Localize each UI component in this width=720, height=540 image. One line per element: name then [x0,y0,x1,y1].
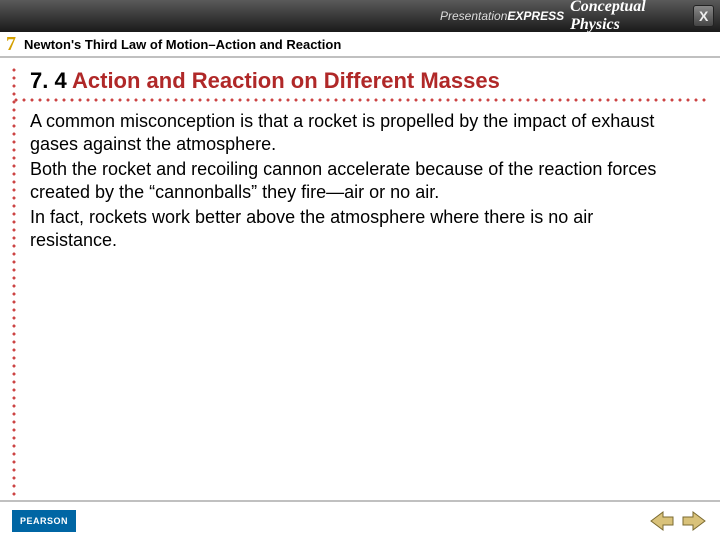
next-button[interactable] [680,509,708,533]
close-button[interactable]: X [693,5,714,27]
brand-book-title: Conceptual Physics [570,0,679,34]
arrow-right-icon [681,510,707,532]
publisher-logo: PEARSON [12,510,76,532]
chapter-number: 7 [0,33,24,56]
prev-button[interactable] [648,509,676,533]
paragraph: Both the rocket and recoiling cannon acc… [30,158,702,204]
brand-presentation: PresentationEXPRESS [440,9,564,23]
paragraph: In fact, rockets work better above the a… [30,206,702,252]
arrow-left-icon [649,510,675,532]
chapter-title: Newton's Third Law of Motion–Action and … [24,37,341,52]
close-icon: X [699,8,708,24]
chapter-bar: 7 Newton's Third Law of Motion–Action an… [0,32,720,58]
content-area: 7. 4 Action and Reaction on Different Ma… [0,58,720,498]
brand-pres-text: Presentation [440,9,507,23]
section-title: Action and Reaction on Different Masses [72,68,500,93]
section-number: 7. 4 [30,68,67,93]
brand-express-text: EXPRESS [507,9,564,23]
paragraph: A common misconception is that a rocket … [30,110,702,156]
top-bar: PresentationEXPRESS Conceptual Physics X [0,0,720,32]
dotted-border-top [12,98,706,102]
dotted-border-left [12,66,16,498]
nav-buttons [648,509,708,533]
section-heading: 7. 4 Action and Reaction on Different Ma… [30,68,702,94]
publisher-name: PEARSON [20,516,68,526]
footer-bar: PEARSON [0,500,720,540]
